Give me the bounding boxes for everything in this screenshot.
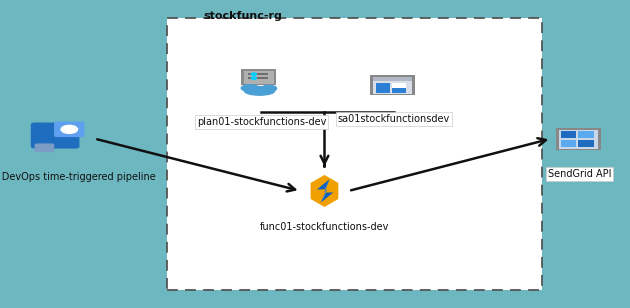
Bar xyxy=(578,131,594,138)
Bar xyxy=(370,75,415,95)
Circle shape xyxy=(251,73,256,75)
Polygon shape xyxy=(317,179,333,203)
Ellipse shape xyxy=(244,87,275,95)
Bar xyxy=(248,77,268,79)
Bar xyxy=(392,83,406,88)
Text: SendGrid API: SendGrid API xyxy=(548,169,611,179)
Bar xyxy=(559,130,598,149)
Polygon shape xyxy=(321,179,329,203)
Text: plan01-stockfunctions-dev: plan01-stockfunctions-dev xyxy=(197,117,326,127)
Text: func01-stockfunctions-dev: func01-stockfunctions-dev xyxy=(260,222,389,232)
Ellipse shape xyxy=(241,85,259,91)
Bar xyxy=(373,77,412,81)
Circle shape xyxy=(251,77,256,79)
Bar xyxy=(561,140,576,147)
Text: sa01stockfunctionsdev: sa01stockfunctionsdev xyxy=(338,114,450,124)
Bar xyxy=(241,69,276,85)
Bar xyxy=(578,140,594,147)
Bar xyxy=(561,131,576,138)
Polygon shape xyxy=(311,175,338,207)
Bar xyxy=(556,128,601,150)
Bar xyxy=(248,73,268,75)
Text: Azure DevOps time-triggered pipeline: Azure DevOps time-triggered pipeline xyxy=(0,172,156,182)
Bar xyxy=(244,71,274,84)
Bar xyxy=(376,88,390,93)
FancyBboxPatch shape xyxy=(32,123,79,148)
Ellipse shape xyxy=(261,85,277,91)
Bar xyxy=(376,83,390,88)
Text: stockfunc-rg: stockfunc-rg xyxy=(203,11,282,21)
Bar xyxy=(167,18,542,290)
Bar xyxy=(373,77,412,94)
FancyBboxPatch shape xyxy=(55,122,84,136)
Circle shape xyxy=(61,125,77,133)
Bar xyxy=(392,88,406,93)
FancyBboxPatch shape xyxy=(35,144,54,152)
